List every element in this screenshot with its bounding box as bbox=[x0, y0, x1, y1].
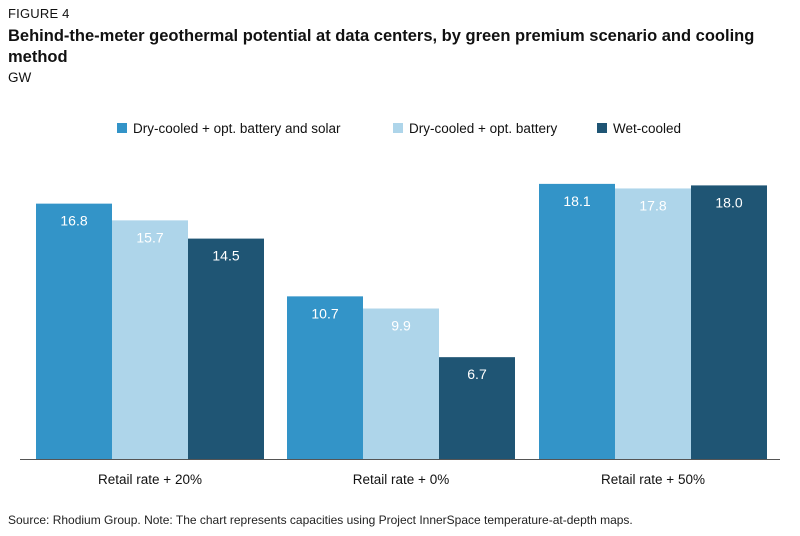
data-label-2-3: 6.7 bbox=[467, 366, 487, 382]
bar-3-1 bbox=[539, 183, 615, 459]
data-label-2-2: 9.9 bbox=[391, 318, 411, 334]
bar-2-1 bbox=[287, 296, 363, 459]
legend-label-dry-battery-solar: Dry-cooled + opt. battery and solar bbox=[133, 120, 341, 136]
bar-1-2 bbox=[112, 220, 188, 459]
legend-swatch-dry-battery bbox=[393, 123, 403, 133]
data-label-2-1: 10.7 bbox=[311, 305, 338, 321]
legend-item-wet-cooled: Wet-cooled bbox=[597, 118, 681, 138]
unit-label: GW bbox=[8, 70, 32, 85]
legend-item-dry-battery-solar: Dry-cooled + opt. battery and solar bbox=[117, 118, 340, 138]
legend-item-dry-battery: Dry-cooled + opt. battery bbox=[393, 118, 557, 138]
data-label-3-3: 18.0 bbox=[715, 194, 742, 210]
legend-swatch-dry-battery-solar bbox=[117, 123, 127, 133]
chart-title: Behind-the-meter geothermal potential at… bbox=[8, 27, 755, 66]
bar-2-3 bbox=[439, 357, 515, 459]
bar-3-3 bbox=[691, 185, 767, 459]
legend-swatch-wet-cooled bbox=[597, 123, 607, 133]
x-tick-label-1: Retail rate + 20% bbox=[98, 472, 202, 487]
legend: Dry-cooled + opt. battery and solar Dry-… bbox=[0, 118, 800, 138]
bar-3-2 bbox=[615, 188, 691, 459]
x-tick-label-3: Retail rate + 50% bbox=[601, 472, 705, 487]
data-label-1-1: 16.8 bbox=[60, 213, 87, 229]
legend-label-dry-battery: Dry-cooled + opt. battery bbox=[409, 120, 558, 136]
data-label-3-2: 17.8 bbox=[639, 197, 666, 213]
bar-1-3 bbox=[188, 238, 264, 459]
x-tick-label-2: Retail rate + 0% bbox=[353, 472, 449, 487]
data-label-1-2: 15.7 bbox=[136, 229, 163, 245]
source-note: Source: Rhodium Group. Note: The chart r… bbox=[8, 513, 633, 527]
bar-1-1 bbox=[36, 203, 112, 459]
data-label-3-1: 18.1 bbox=[563, 193, 590, 209]
data-label-1-3: 14.5 bbox=[212, 248, 239, 264]
legend-label-wet-cooled: Wet-cooled bbox=[613, 120, 682, 136]
bar-2-2 bbox=[363, 308, 439, 459]
figure-label: FIGURE 4 bbox=[8, 6, 70, 21]
